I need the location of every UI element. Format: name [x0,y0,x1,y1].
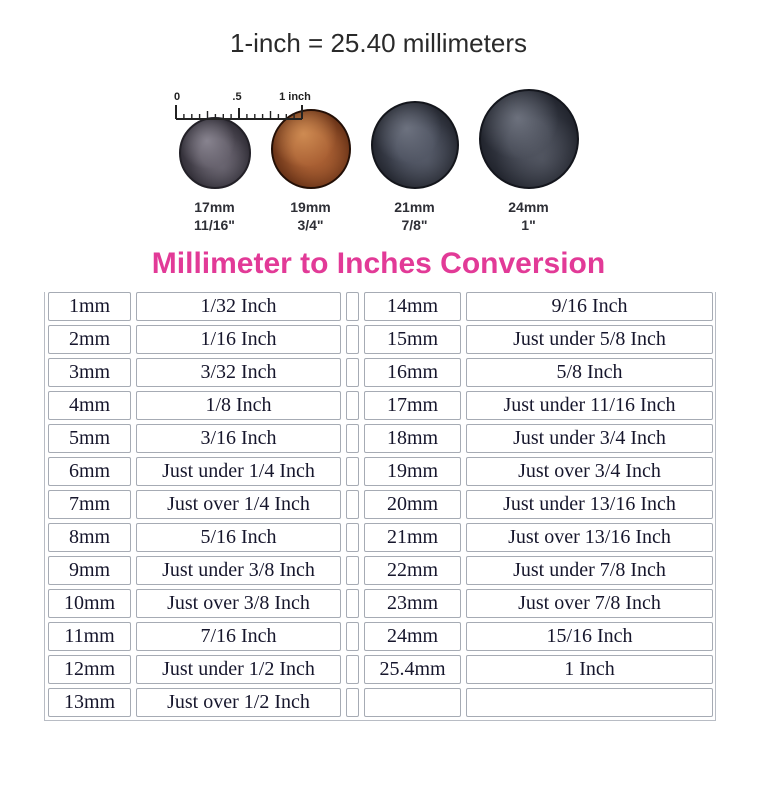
section-heading: Millimeter to Inches Conversion [151,246,606,280]
mm-cell: 24mm [364,621,461,651]
coins-row [178,88,579,189]
quarter-mm: 24mm [508,198,549,215]
inch-cell: Just under 5/8 Inch [466,324,713,354]
mm-cell: 20mm [364,489,461,519]
inch-cell: Just over 1/4 Inch [136,489,341,519]
ruler-label-half: .5 [232,91,241,103]
spacer-cell [346,522,359,552]
inch-cell [466,687,713,717]
mm-cell: 1mm [48,291,131,321]
spacer-cell [346,291,359,321]
dime-size-label: 17mm 11/16" [179,198,251,235]
inch-cell: Just over 7/8 Inch [466,588,713,618]
inch-cell: 7/16 Inch [136,621,341,651]
quarter-inch: 1" [521,217,536,234]
nickel-size-label: 21mm 7/8" [371,198,459,235]
inch-cell: Just under 7/8 Inch [466,555,713,585]
inch-cell: Just under 11/16 Inch [466,390,713,420]
mm-cell: 14mm [364,291,461,321]
ruler-label-0: 0 [174,91,180,103]
mm-cell: 8mm [48,522,131,552]
coin-labels-row: 17mm 11/16" 19mm 3/4" 21mm 7/8" 24mm 1" [179,198,579,235]
inch-cell: Just over 13/16 Inch [466,522,713,552]
mm-cell: 18mm [364,423,461,453]
mm-cell: 12mm [48,654,131,684]
spacer-cell [346,687,359,717]
inch-cell: 5/8 Inch [466,357,713,387]
spacer-cell [346,456,359,486]
mm-cell: 15mm [364,324,461,354]
spacer-cell [346,621,359,651]
spacer-cell [346,324,359,354]
inch-cell: 5/16 Inch [136,522,341,552]
mm-cell: 6mm [48,456,131,486]
mm-cell: 23mm [364,588,461,618]
quarter-size-label: 24mm 1" [479,198,579,235]
mm-cell: 22mm [364,555,461,585]
mm-cell: 19mm [364,456,461,486]
inch-cell: Just over 3/4 Inch [466,456,713,486]
spacer-cell [346,588,359,618]
spacer-cell [346,489,359,519]
mm-cell: 25.4mm [364,654,461,684]
page-title: 1-inch = 25.40 millimeters [230,28,527,58]
dime-mm: 17mm [194,198,235,215]
inch-cell: Just over 3/8 Inch [136,588,341,618]
spacer-cell [346,357,359,387]
mm-cell: 10mm [48,588,131,618]
penny-size-label: 19mm 3/4" [271,198,351,235]
mm-cell: 5mm [48,423,131,453]
inch-cell: Just under 3/4 Inch [466,423,713,453]
inch-cell: 1/16 Inch [136,324,341,354]
mm-cell: 9mm [48,555,131,585]
mm-cell: 13mm [48,687,131,717]
inch-cell: Just under 3/8 Inch [136,555,341,585]
spacer-cell [346,555,359,585]
nickel-coin-image [370,100,459,189]
conversion-table: 1mm 1/32 Inch 14mm 9/16 Inch 2mm 1/16 Inch 15m… [44,291,716,721]
nickel-inch: 7/8" [401,217,428,234]
penny-inch: 3/4" [297,217,324,234]
inch-cell: 3/32 Inch [136,357,341,387]
mm-cell: 17mm [364,390,461,420]
nickel-mm: 21mm [394,198,435,215]
mm-cell: 7mm [48,489,131,519]
dime-coin-image [178,116,251,189]
mm-cell: 11mm [48,621,131,651]
penny-mm: 19mm [290,198,331,215]
mm-cell: 4mm [48,390,131,420]
inch-cell: Just over 1/2 Inch [136,687,341,717]
quarter-coin-image [478,88,579,189]
spacer-cell [346,390,359,420]
dime-inch: 11/16" [194,217,235,234]
mm-cell: 2mm [48,324,131,354]
mm-cell: 3mm [48,357,131,387]
coin-size-graphic: 0 .5 1 inch 17mm 11/16" 19mm 3/4" 21mm 7… [174,88,579,235]
spacer-cell [346,423,359,453]
inch-cell: 1/32 Inch [136,291,341,321]
inch-cell: Just under 1/4 Inch [136,456,341,486]
inch-cell: 3/16 Inch [136,423,341,453]
inch-cell: 15/16 Inch [466,621,713,651]
penny-coin-image [270,108,351,189]
inch-cell: Just under 13/16 Inch [466,489,713,519]
mm-cell: 21mm [364,522,461,552]
spacer-cell [346,654,359,684]
inch-cell: 1/8 Inch [136,390,341,420]
inch-ruler-icon: 0 .5 1 inch [174,91,311,120]
inch-cell: Just under 1/2 Inch [136,654,341,684]
ruler-label-1inch: 1 inch [279,91,311,103]
mm-cell: 16mm [364,357,461,387]
inch-cell: 1 Inch [466,654,713,684]
mm-cell [364,687,461,717]
inch-cell: 9/16 Inch [466,291,713,321]
